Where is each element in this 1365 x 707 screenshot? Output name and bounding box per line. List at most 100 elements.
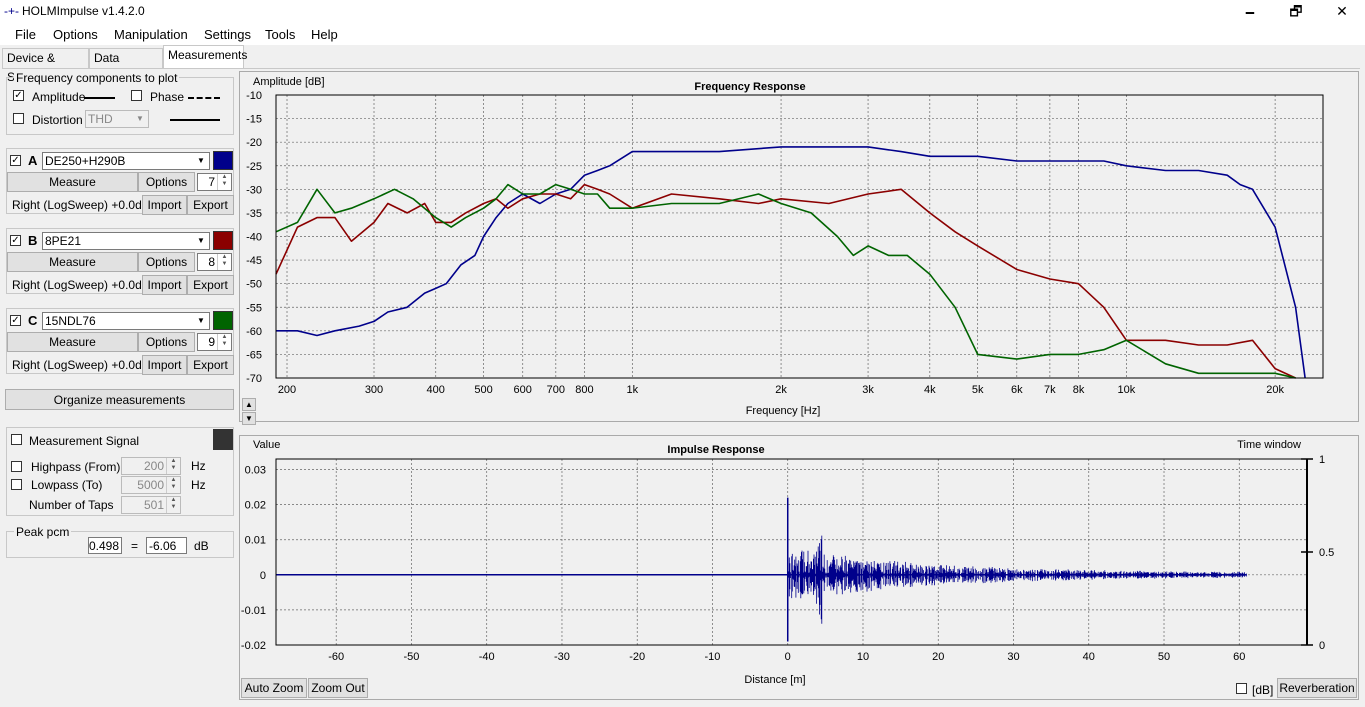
measurement-c-import-button[interactable]: Import: [142, 355, 187, 375]
measurement-b-import-button[interactable]: Import: [142, 275, 187, 295]
reverberation-button[interactable]: Reverberation: [1277, 678, 1357, 698]
organize-measurements-button[interactable]: Organize measurements: [5, 389, 234, 410]
auto-zoom-button[interactable]: Auto Zoom: [241, 678, 307, 698]
measurement-c-checkbox[interactable]: ✓: [10, 315, 21, 326]
fr-xtick-label: 10k: [1118, 384, 1136, 396]
measurement-a-channel: Right (LogSweep) +0.0dB: [12, 198, 150, 212]
menu-options[interactable]: Options: [53, 27, 98, 42]
ir-xtick-label: -30: [554, 651, 570, 663]
fr-xtick-label: 3k: [862, 384, 874, 396]
fr-ytick-label: -20: [246, 137, 262, 149]
measurement-a-index-spinner[interactable]: 7 ▲ ▼: [197, 173, 232, 191]
lowpass-checkbox[interactable]: [11, 479, 22, 490]
measurement-a-checkbox[interactable]: ✓: [10, 155, 21, 166]
measurement-a-export-button[interactable]: Export: [187, 195, 234, 215]
amplitude-checkbox[interactable]: ✓: [13, 90, 24, 101]
fr-xtick-label: 20k: [1266, 384, 1284, 396]
spin-arrows-icon[interactable]: ▲ ▼: [217, 334, 231, 350]
menu-file[interactable]: File: [15, 27, 36, 42]
menu-settings[interactable]: Settings: [204, 27, 251, 42]
tab-content-border: [2, 68, 1360, 706]
measurement-b-options-button[interactable]: Options: [138, 252, 195, 272]
spin-arrows-icon[interactable]: ▲ ▼: [217, 174, 231, 190]
ir-time-window-tick-label: 1: [1319, 454, 1325, 466]
menu-bar: File Options Manipulation Settings Tools…: [0, 23, 1365, 45]
peak-db-field[interactable]: -6.06: [146, 537, 187, 554]
measurement-b-measure-button[interactable]: Measure: [7, 252, 138, 272]
fr-xtick-label: 5k: [972, 384, 984, 396]
measurement-signal-color[interactable]: [213, 429, 233, 450]
ir-right-label: Time window: [1237, 439, 1301, 451]
scroll-down-button[interactable]: ▼: [242, 412, 256, 425]
highpass-unit: Hz: [191, 459, 206, 473]
fr-ytick-label: -45: [246, 255, 262, 267]
ir-ytick-label: 0: [260, 570, 266, 582]
measurement-a-name-select[interactable]: DE250+H290B ▼: [42, 152, 210, 170]
measurement-a-panel: ✓ A DE250+H290B ▼ Measure Options 7 ▲ ▼ R…: [6, 148, 234, 215]
measurement-b-color[interactable]: [213, 231, 233, 250]
measurement-b-panel: ✓ B 8PE21 ▼ Measure Options 8 ▲ ▼ Right (…: [6, 228, 234, 295]
measurement-a-import-button[interactable]: Import: [142, 195, 187, 215]
measurement-signal-checkbox[interactable]: [11, 434, 22, 445]
measurement-c-options-button[interactable]: Options: [138, 332, 195, 352]
fr-xtick-label: 7k: [1044, 384, 1056, 396]
menu-tools[interactable]: Tools: [265, 27, 296, 42]
measurement-c-export-button[interactable]: Export: [187, 355, 234, 375]
measurement-c-color[interactable]: [213, 311, 233, 330]
spin-arrows-icon[interactable]: ▲ ▼: [166, 497, 180, 513]
highpass-spinner[interactable]: 200 ▲ ▼: [121, 457, 181, 475]
scroll-up-button[interactable]: ▲: [242, 398, 256, 411]
phase-checkbox[interactable]: [131, 90, 142, 101]
measurement-signal-panel: Measurement Signal Highpass (From) 200 ▲…: [6, 427, 234, 516]
menu-help[interactable]: Help: [311, 27, 338, 42]
measurement-b-export-button[interactable]: Export: [187, 275, 234, 295]
spin-arrows-icon[interactable]: ▲ ▼: [217, 254, 231, 270]
frequency-response-chart[interactable]: Amplitude [dB] Frequency Response Freque…: [240, 72, 1358, 421]
peak-equals: =: [131, 539, 139, 553]
peak-value-field[interactable]: 0.498: [88, 537, 122, 554]
measurement-b-checkbox[interactable]: ✓: [10, 235, 21, 246]
minimize-button[interactable]: 🗕: [1245, 3, 1255, 19]
fr-plot-area: [275, 94, 1324, 379]
measurement-c-index-spinner[interactable]: 9 ▲ ▼: [197, 333, 232, 351]
close-button[interactable]: ✕: [1336, 3, 1348, 19]
spin-arrows-icon[interactable]: ▲ ▼: [166, 477, 180, 493]
spin-arrows-icon[interactable]: ▲ ▼: [166, 458, 180, 474]
distortion-checkbox[interactable]: [13, 113, 24, 124]
maximize-button[interactable]: 🗗: [1289, 3, 1303, 19]
measurement-b-index-spinner[interactable]: 8 ▲ ▼: [197, 253, 232, 271]
measurement-c-name-select[interactable]: 15NDL76 ▼: [42, 312, 210, 330]
fr-xtick-label: 1k: [627, 384, 639, 396]
measurement-a-options-button[interactable]: Options: [138, 172, 195, 192]
tab-device-signal[interactable]: Device & Signal: [2, 48, 89, 84]
menu-manipulation[interactable]: Manipulation: [114, 27, 188, 42]
impulse-response-chart[interactable]: Value Impulse Response Time window Dista…: [240, 436, 1358, 699]
peak-db-value: -6.06: [149, 539, 177, 553]
app-icon: -+-: [4, 4, 19, 18]
measurement-c-measure-button[interactable]: Measure: [7, 332, 138, 352]
measurement-a-letter: A: [28, 153, 38, 168]
lowpass-label: Lowpass (To): [31, 478, 103, 492]
highpass-label: Highpass (From): [31, 460, 121, 474]
distortion-type-select[interactable]: THD ▼: [85, 110, 149, 128]
measurement-a-color[interactable]: [213, 151, 233, 170]
measurement-a-measure-button[interactable]: Measure: [7, 172, 138, 192]
highpass-checkbox[interactable]: [11, 461, 22, 472]
phase-label: Phase: [150, 90, 185, 104]
fr-ytick-label: -50: [246, 279, 262, 291]
tab-data-analysis[interactable]: Data analysis: [89, 48, 163, 84]
ir-xtick-label: 30: [1007, 651, 1019, 663]
measurement-b-name-select[interactable]: 8PE21 ▼: [42, 232, 210, 250]
taps-spinner[interactable]: 501 ▲ ▼: [121, 496, 181, 514]
ir-ytick-label: 0.02: [245, 500, 266, 512]
ir-ytick-label: 0.03: [245, 465, 266, 477]
fr-ytick-label: -70: [246, 373, 262, 385]
db-checkbox[interactable]: [1236, 683, 1247, 694]
tab-measurements[interactable]: Measurements: [163, 45, 247, 69]
chevron-down-icon: ▼: [197, 156, 205, 165]
lowpass-spinner[interactable]: 5000 ▲ ▼: [121, 476, 181, 494]
ir-xlabel: Distance [m]: [744, 674, 805, 686]
fr-ytick-label: -65: [246, 349, 262, 361]
ir-xtick-label: 50: [1158, 651, 1170, 663]
zoom-out-button[interactable]: Zoom Out: [308, 678, 368, 698]
